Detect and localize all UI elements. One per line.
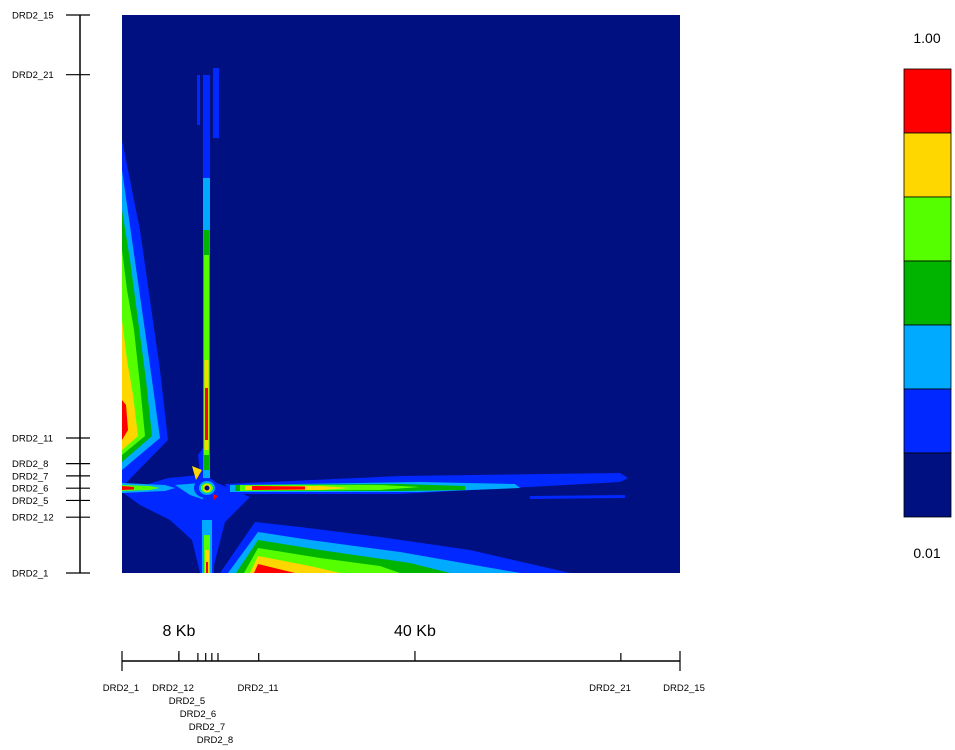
streak-v-red xyxy=(205,388,208,440)
colorbar-swatch xyxy=(903,324,952,390)
scale-tick-label: 8 Kb xyxy=(162,623,195,640)
streak-v-low-yellow xyxy=(205,550,209,573)
cluster-yellow-b xyxy=(192,466,202,480)
y-marker-label: DRD2_6 xyxy=(12,484,48,495)
colorbar-swatch xyxy=(903,68,952,134)
scale-tick-label: 40 Kb xyxy=(394,623,436,640)
contour-bottom-red xyxy=(254,564,295,573)
y-marker-label: DRD2_8 xyxy=(12,459,48,470)
cluster-core xyxy=(204,485,210,491)
y-marker-label: DRD2_11 xyxy=(12,433,53,444)
colorbar-swatch xyxy=(903,132,952,198)
y-marker-label: DRD2_12 xyxy=(12,513,54,524)
colorbar-min-label: 0.01 xyxy=(913,545,940,561)
streak-h-red xyxy=(252,486,305,490)
x-marker-label: DRD2_11 xyxy=(237,683,278,694)
y-axis-labels: DRD2_15DRD2_21DRD2_11DRD2_8DRD2_7DRD2_6D… xyxy=(12,11,90,580)
y-marker-label: DRD2_15 xyxy=(12,11,54,22)
streak-v-green xyxy=(204,255,209,455)
streak-hl-red xyxy=(122,486,134,490)
streak-v-blue-top3 xyxy=(197,75,200,125)
x-axis-labels: DRD2_1 DRD2_12 DRD2_5 DRD2_6 DRD2_7 DRD2_8 DRD… xyxy=(103,651,705,746)
y-marker-label: DRD2_21 xyxy=(12,70,54,81)
streak-v-blue-top2 xyxy=(213,68,219,138)
streak-v-low-red xyxy=(206,562,208,573)
x-marker-label: DRD2_21 xyxy=(589,683,631,694)
contour-cluster-blue xyxy=(122,445,250,573)
colorbar-swatch xyxy=(903,452,952,518)
x-marker-label: DRD2_6 xyxy=(180,709,216,720)
colorbar-swatch xyxy=(903,260,952,326)
x-marker-label: DRD2_12 xyxy=(152,683,194,694)
colorbar-max-label: 1.00 xyxy=(913,30,940,46)
y-marker-label: DRD2_5 xyxy=(12,496,48,507)
y-marker-label: DRD2_1 xyxy=(12,569,48,580)
x-marker-label: DRD2_8 xyxy=(197,735,233,746)
streak-h-blue2 xyxy=(530,495,625,499)
x-marker-label: DRD2_1 xyxy=(103,683,139,694)
x-marker-label: DRD2_7 xyxy=(189,722,225,733)
y-marker-label: DRD2_7 xyxy=(12,471,48,482)
colorbar-swatch xyxy=(903,388,952,454)
colorbar xyxy=(903,68,952,518)
distance-scale: 8 Kb 40 Kb xyxy=(162,623,436,661)
x-marker-label: DRD2_5 xyxy=(169,696,205,707)
contour-left-red xyxy=(122,400,128,440)
colorbar-swatch xyxy=(903,196,952,262)
cluster-red-b xyxy=(213,494,218,500)
heatmap-contours xyxy=(122,68,628,573)
x-marker-label: DRD2_15 xyxy=(663,683,705,694)
